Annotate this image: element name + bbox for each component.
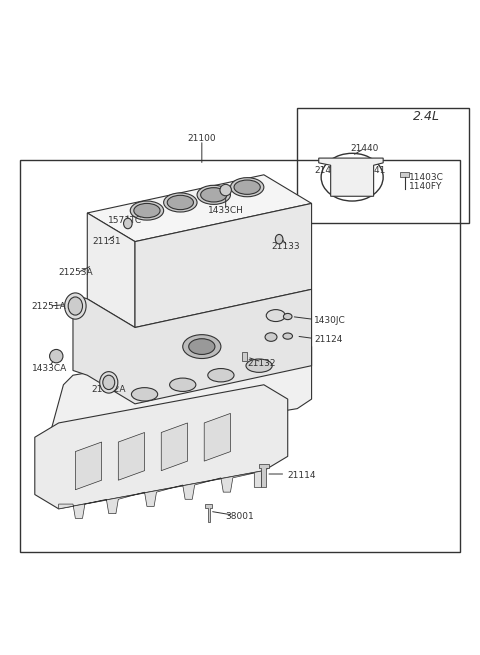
Ellipse shape	[164, 193, 197, 212]
Text: 21100: 21100	[188, 134, 216, 143]
Ellipse shape	[100, 371, 118, 393]
Ellipse shape	[197, 185, 230, 204]
Ellipse shape	[103, 375, 115, 390]
Polygon shape	[204, 413, 230, 461]
Ellipse shape	[283, 314, 292, 320]
Polygon shape	[73, 290, 312, 404]
Text: 21443: 21443	[314, 166, 342, 174]
Ellipse shape	[68, 297, 83, 315]
Polygon shape	[87, 213, 135, 328]
Ellipse shape	[201, 188, 227, 202]
Polygon shape	[87, 175, 312, 242]
Ellipse shape	[65, 293, 86, 319]
Ellipse shape	[123, 218, 132, 229]
Polygon shape	[135, 204, 312, 328]
Text: 21131: 21131	[92, 237, 120, 246]
Text: 21252A: 21252A	[92, 385, 126, 394]
Ellipse shape	[189, 339, 215, 354]
Text: 2.4L: 2.4L	[413, 110, 441, 123]
Ellipse shape	[167, 195, 193, 210]
Polygon shape	[161, 423, 188, 471]
Polygon shape	[59, 471, 264, 518]
Polygon shape	[319, 158, 383, 196]
Text: 21114: 21114	[288, 471, 316, 480]
Ellipse shape	[283, 333, 292, 339]
Text: 21441: 21441	[357, 166, 385, 174]
Text: 21253A: 21253A	[58, 268, 93, 277]
Text: 1571TC: 1571TC	[108, 215, 143, 225]
Text: 1140FY: 1140FY	[409, 182, 443, 191]
Text: 38001: 38001	[226, 512, 254, 521]
Text: 21251A: 21251A	[32, 301, 66, 310]
Bar	[297, 108, 469, 223]
Text: 21440: 21440	[350, 144, 378, 153]
Polygon shape	[242, 352, 247, 361]
Circle shape	[220, 184, 231, 196]
Ellipse shape	[276, 234, 283, 244]
Ellipse shape	[134, 204, 160, 217]
Polygon shape	[400, 172, 409, 177]
Text: 1430JC: 1430JC	[314, 316, 346, 325]
Ellipse shape	[183, 335, 221, 358]
Ellipse shape	[130, 201, 164, 220]
Bar	[21, 160, 459, 552]
Polygon shape	[259, 464, 269, 487]
Polygon shape	[118, 432, 144, 480]
Text: 1433CA: 1433CA	[32, 364, 67, 373]
Ellipse shape	[246, 359, 272, 372]
Ellipse shape	[266, 310, 285, 322]
Polygon shape	[35, 384, 288, 509]
Ellipse shape	[230, 178, 264, 196]
Text: 21132: 21132	[247, 359, 276, 368]
Ellipse shape	[208, 369, 234, 382]
Circle shape	[49, 350, 63, 363]
Text: 11403C: 11403C	[409, 173, 444, 181]
Polygon shape	[205, 504, 212, 522]
Ellipse shape	[132, 388, 157, 401]
Polygon shape	[49, 337, 312, 447]
Text: 21124: 21124	[314, 335, 342, 344]
Ellipse shape	[265, 333, 277, 341]
Ellipse shape	[234, 180, 260, 195]
Ellipse shape	[169, 378, 196, 392]
Polygon shape	[75, 442, 102, 490]
Text: 21133: 21133	[271, 242, 300, 251]
Text: 1433CH: 1433CH	[208, 206, 244, 215]
